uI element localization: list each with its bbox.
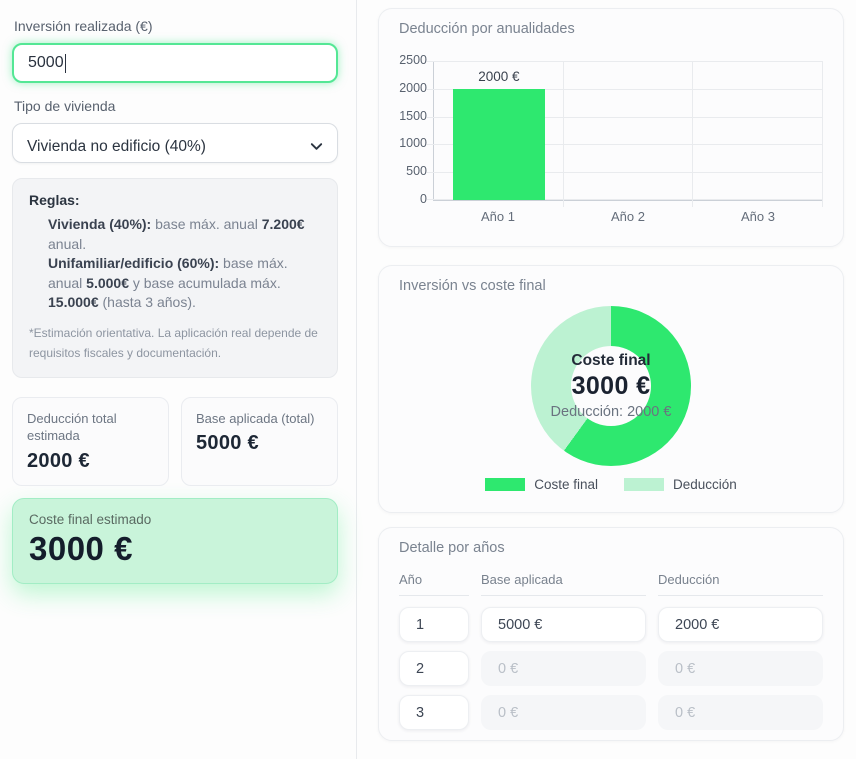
chevron-down-icon — [310, 143, 323, 150]
v-gridline — [562, 61, 564, 207]
legend-swatch-deduccion — [624, 478, 664, 491]
rule-item: Vivienda (40%): base máx. anual 7.200€ a… — [48, 216, 305, 252]
bar-chart-title: Deducción por anualidades — [399, 21, 575, 37]
h-gridline — [427, 88, 823, 90]
x-axis-label: Año 1 — [481, 209, 515, 224]
legend-label: Deducción — [673, 477, 737, 492]
y-tick-label: 500 — [406, 164, 427, 179]
stat-card-base-applied: Base aplicada (total) 5000 € — [181, 396, 338, 486]
text-cursor — [64, 53, 67, 73]
bar — [452, 88, 545, 200]
detail-table-header: Año Base aplicada Deducción — [399, 572, 823, 596]
stats-row: Deducción total estimada 2000 € Base apl… — [12, 396, 338, 486]
rules-box: Reglas: Vivienda (40%): base máx. anual … — [12, 178, 338, 378]
h-gridline — [427, 61, 823, 62]
x-axis-label: Año 2 — [611, 209, 645, 224]
deduction-input: 0 € — [658, 695, 823, 730]
y-tick-label: 1500 — [399, 108, 427, 123]
y-tick-label: 2500 — [399, 53, 427, 67]
bar-slot — [693, 61, 823, 200]
legend-item-coste-final: Coste final — [485, 477, 598, 492]
bar-chart: 0 500 1000 1500 2000 2500 2000 € — [399, 53, 823, 207]
bar-chart-plot: 2000 € — [427, 61, 823, 207]
charts-panel: Deducción por anualidades 0 500 1000 1500 20… — [357, 0, 856, 759]
detail-table-card: Detalle por años Año Base aplicada Deduc… — [378, 527, 844, 741]
legend-swatch-coste-final — [485, 478, 526, 491]
donut-wrap: Coste final 3000 € Deducción: 2000 € — [531, 306, 691, 466]
stat-card-deduction-total: Deducción total estimada 2000 € — [12, 396, 169, 486]
y-tick-label: 0 — [420, 192, 427, 206]
deduction-input: 0 € — [658, 651, 823, 686]
bar-chart-card: Deducción por anualidades 0 500 1000 1500 20… — [378, 8, 844, 247]
investment-label: Inversión realizada (€) — [14, 18, 153, 34]
donut-chart — [531, 306, 691, 466]
x-axis-label: Año 3 — [741, 209, 775, 224]
bar-slot: 2000 € — [434, 61, 564, 200]
legend-label: Coste final — [534, 477, 598, 492]
dwelling-type-value: Vivienda no edificio (40%) — [27, 137, 206, 155]
bar-chart-x-axis: Año 1 Año 2 Año 3 — [433, 209, 823, 224]
year-cell: 1 — [399, 607, 469, 642]
bar-chart-y-axis: 0 500 1000 1500 2000 2500 — [399, 53, 433, 206]
base-input: 0 € — [481, 651, 646, 686]
bar-value-label: 2000 € — [478, 68, 520, 84]
rules-title: Reglas: — [29, 192, 80, 208]
y-tick-label: 2000 — [399, 80, 427, 95]
donut-center-value: 3000 € — [571, 372, 651, 400]
y-tick-label: 1000 — [399, 136, 427, 151]
h-gridline — [427, 172, 823, 174]
stat-value: 2000 € — [27, 449, 90, 472]
rules-footnote: *Estimación orientativa. La aplicación r… — [29, 325, 318, 360]
legend-item-deduccion: Deducción — [624, 477, 737, 492]
final-cost-card: Coste final estimado 3000 € — [12, 497, 338, 584]
bar-slot — [564, 61, 694, 200]
final-cost-value: 3000 € — [29, 529, 133, 567]
investment-value: 5000 — [28, 54, 64, 71]
stat-label: Deducción total estimada — [27, 410, 117, 444]
v-gridline — [822, 61, 823, 207]
column-header-deduction: Deducción — [658, 572, 823, 596]
investment-input[interactable]: 5000 — [12, 43, 338, 83]
final-cost-label: Coste final estimado — [29, 511, 152, 527]
dwelling-type-label: Tipo de vivienda — [14, 98, 116, 114]
donut-center-text: Coste final 3000 € Deducción: 2000 € — [506, 352, 716, 420]
dwelling-type-select[interactable]: Vivienda no edificio (40%) — [12, 123, 338, 163]
year-cell: 2 — [399, 651, 469, 686]
stat-value: 5000 € — [196, 432, 259, 454]
detail-table-body: 1 5000 € 2000 € 2 0 € 0 € 3 0 € 0 € — [399, 607, 823, 730]
column-header-base: Base aplicada — [481, 572, 646, 596]
rule-item: Unifamiliar/edificio (60%): base máx. an… — [48, 255, 288, 310]
donut-legend: Coste final Deducción — [399, 477, 823, 492]
column-header-year: Año — [399, 572, 469, 596]
base-input[interactable]: 5000 € — [481, 607, 646, 642]
h-gridline — [427, 144, 823, 146]
donut-chart-card: Inversión vs coste final Coste final 300… — [378, 265, 844, 513]
detail-table-title: Detalle por años — [399, 540, 505, 556]
bar-cells: 2000 € — [434, 61, 823, 200]
year-cell: 3 — [399, 695, 469, 730]
h-gridline — [427, 199, 823, 200]
deduction-input[interactable]: 2000 € — [658, 607, 823, 642]
h-gridline — [427, 116, 823, 118]
calculator-form-panel: Inversión realizada (€) 5000 Tipo de viv… — [0, 0, 357, 759]
donut-center-title: Coste final — [571, 352, 651, 369]
donut-chart-title: Inversión vs coste final — [399, 278, 546, 294]
base-input: 0 € — [481, 695, 646, 730]
donut-center-subtitle: Deducción: 2000 € — [550, 404, 672, 420]
v-gridline — [692, 61, 694, 207]
stat-label: Base aplicada (total) — [196, 410, 315, 426]
rules-list: Vivienda (40%): base máx. anual 7.200€ a… — [48, 215, 321, 313]
